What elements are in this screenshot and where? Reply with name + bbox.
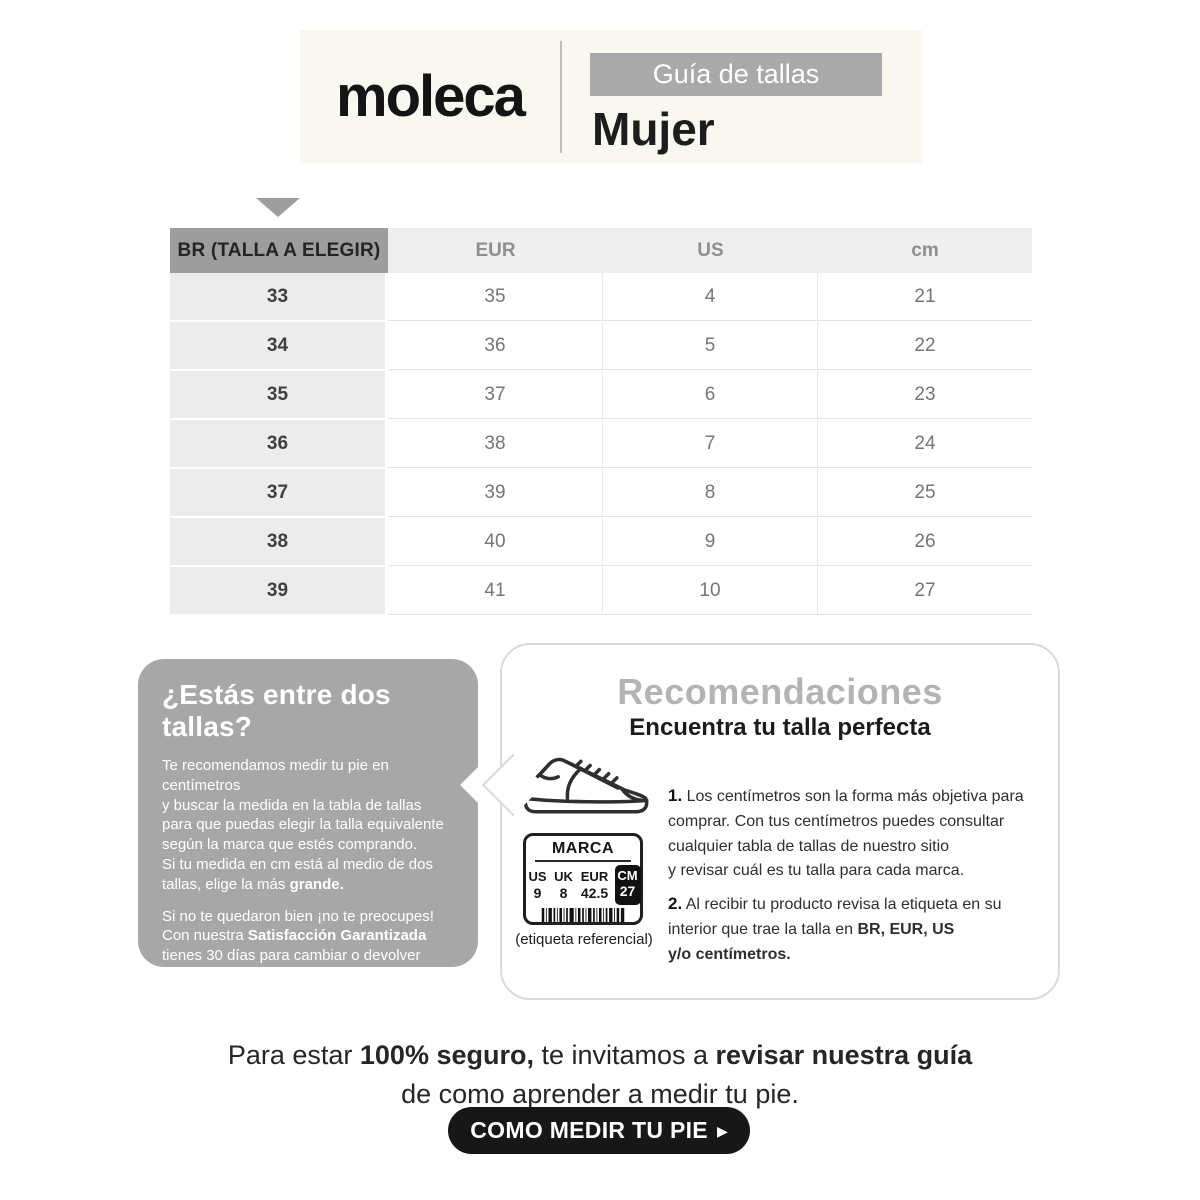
label-unit: US <box>528 868 547 884</box>
footer-text: te invitamos a <box>533 1040 716 1070</box>
recommendations-title: Recomendaciones <box>617 671 943 712</box>
table-cell-us: 6 <box>603 371 818 419</box>
header-title-block: Guía de tallas Mujer <box>562 30 882 163</box>
callout-text-bold: grande. <box>289 875 344 893</box>
callout-paragraph-2: Si no te quedaron bien ¡no te preocupes!… <box>162 907 460 986</box>
point-text: Los centímetros son la forma más objetiv… <box>668 788 1024 880</box>
label-cm-value: 27 <box>619 883 636 900</box>
label-brand: MARCA <box>551 840 615 857</box>
table-cell-eur: 35 <box>388 273 603 321</box>
shoe-label-illustration: MARCA US UK EUR 9 8 42.5 CM 27 <box>523 833 643 925</box>
footer-text-line2: de como aprender a medir tu pie. <box>401 1079 799 1110</box>
column-header-eur: EUR <box>388 228 603 273</box>
label-unit: EUR <box>580 868 609 884</box>
point-number: 2. <box>668 894 683 913</box>
table-cell-us: 8 <box>603 469 818 517</box>
table-cell-br: 36 <box>170 420 388 469</box>
table-cell-eur: 41 <box>388 567 603 615</box>
label-size-columns: US UK EUR 9 8 42.5 <box>526 869 612 901</box>
table-cell-us: 4 <box>603 273 818 321</box>
brand-logo: moleca <box>300 30 560 163</box>
callout-text-bold: Satisfacción Garantizada <box>247 927 427 945</box>
table-cell-br: 35 <box>170 371 388 420</box>
recommendation-point-2: 2. Al recibir tu producto revisa la etiq… <box>668 891 1052 967</box>
table-cell-cm: 25 <box>818 469 1032 517</box>
footer-text-bold: 100% seguro, <box>359 1040 534 1070</box>
barcode-icon <box>541 907 625 922</box>
table-cell-eur: 38 <box>388 420 603 468</box>
table-cell-eur: 37 <box>388 371 603 419</box>
point-text-bold: BR, EUR, US y/o centímetros. <box>668 920 955 963</box>
table-cell-us: 9 <box>603 518 818 566</box>
label-unit: UK <box>554 868 573 884</box>
size-table: BR (TALLA A ELEGIR) EUR US cm 33 35 4 21… <box>170 228 1032 616</box>
table-cell-br: 33 <box>170 273 388 322</box>
table-cell-us: 5 <box>603 322 818 370</box>
label-sizes: US UK EUR 9 8 42.5 CM 27 <box>526 864 641 905</box>
callout-text: Si no te quedaron bien ¡no te preocupes!… <box>162 907 434 945</box>
between-sizes-callout: ¿Estás entre dos tallas? Te recomendamos… <box>138 659 478 1014</box>
page-title: Mujer <box>592 103 715 155</box>
table-cell-cm: 27 <box>818 567 1032 615</box>
callout-text-bold: tienda Falabella. <box>278 966 396 984</box>
table-cell-eur: 39 <box>388 469 603 517</box>
callout-text: Te recomendamos medir tu pie en centímet… <box>162 757 444 893</box>
column-header-cm: cm <box>818 228 1032 273</box>
label-cm-highlight: CM 27 <box>614 864 641 905</box>
point-number: 1. <box>668 786 683 805</box>
recommendations-subtitle: Encuentra tu talla perfecta <box>629 714 931 741</box>
table-cell-cm: 26 <box>818 518 1032 566</box>
header: moleca Guía de tallas Mujer <box>300 30 922 163</box>
header-divider <box>560 40 562 153</box>
recommendations-panel: Recomendaciones Encuentra tu talla perfe… <box>500 643 1060 1000</box>
label-cm-unit: CM <box>617 868 638 884</box>
table-cell-eur: 40 <box>388 518 603 566</box>
table-cell-cm: 24 <box>818 420 1032 468</box>
how-to-measure-button[interactable]: COMO MEDIR TU PIE ▶ <box>448 1107 750 1154</box>
label-value: 8 <box>559 884 568 901</box>
callout-footnote: *Desde el 16.08.2022 <box>162 996 319 1014</box>
recommendation-point-1: 1. Los centímetros son la forma más obje… <box>668 783 1052 884</box>
table-cell-cm: 23 <box>818 371 1032 419</box>
column-header-us: US <box>603 228 818 273</box>
column-header-br: BR (TALLA A ELEGIR) <box>170 228 388 273</box>
table-cell-us: 10 <box>603 567 818 615</box>
footer-text: Para estar <box>227 1040 360 1070</box>
label-value: 42.5 <box>580 884 609 901</box>
label-value: 9 <box>533 884 542 901</box>
arrow-right-icon: ▶ <box>716 1123 728 1139</box>
table-cell-cm: 21 <box>818 273 1032 321</box>
size-guide-badge: Guía de tallas <box>590 53 882 96</box>
button-label: COMO MEDIR TU PIE <box>470 1117 708 1143</box>
table-cell-br: 34 <box>170 322 388 371</box>
callout-title: ¿Estás entre dos tallas? <box>162 679 391 742</box>
callout-paragraph-1: Te recomendamos medir tu pie en centímet… <box>162 756 460 895</box>
sneaker-icon <box>518 749 654 819</box>
table-cell-br: 39 <box>170 567 388 616</box>
brand-logo-text: moleca <box>336 64 526 129</box>
table-cell-br: 38 <box>170 518 388 567</box>
footer-text-bold: revisar nuestra guía <box>715 1040 973 1070</box>
footer-message: Para estar 100% seguro, te invitamos a r… <box>0 1036 1200 1114</box>
down-arrow-icon <box>256 198 300 217</box>
table-cell-br: 37 <box>170 469 388 518</box>
table-cell-us: 7 <box>603 420 818 468</box>
label-caption: (etiqueta referencial) <box>515 931 653 948</box>
table-cell-eur: 36 <box>388 322 603 370</box>
table-cell-cm: 22 <box>818 322 1032 370</box>
point-text: Al recibir tu producto revisa la etiquet… <box>668 896 1002 938</box>
callout-text: tienes 30 días para cambiar o devolver f… <box>162 947 421 984</box>
label-divider <box>535 860 631 862</box>
